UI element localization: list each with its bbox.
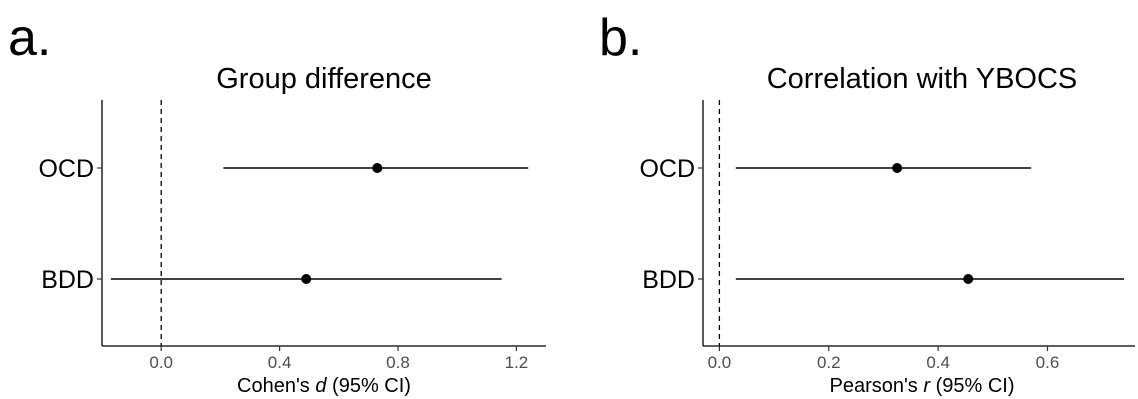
chart-title: Correlation with YBOCS: [767, 63, 1078, 95]
panel-a: a. Group difference 0.0 0.4 0.8 1.2 Cohen's d …: [8, 9, 546, 397]
x-tick-label: 0.4: [926, 353, 950, 372]
x-tick-label: 0.2: [817, 353, 841, 372]
x-tick-label: 1.2: [505, 353, 529, 372]
point-estimate-ocd: [372, 163, 383, 173]
y-tick-label-bdd: BDD: [41, 266, 94, 294]
point-estimate-ocd: [892, 163, 903, 173]
panel-label: a.: [8, 9, 51, 67]
chart-title: Group difference: [216, 63, 432, 95]
x-tick-label: 0.6: [1036, 353, 1060, 372]
point-estimate-bdd: [963, 274, 974, 284]
panel-b: b. Correlation with YBOCS 0.0 0.2 0.4 0.6 Pear…: [599, 9, 1135, 397]
x-axis-label: Cohen's d (95% CI): [237, 375, 411, 397]
y-tick-label-ocd: OCD: [38, 155, 94, 183]
y-tick-label-ocd: OCD: [639, 155, 695, 183]
y-tick-label-bdd: BDD: [642, 266, 695, 294]
x-axis-label: Pearson's r (95% CI): [829, 375, 1014, 397]
panel-label: b.: [599, 9, 642, 67]
point-estimate-bdd: [301, 274, 312, 284]
x-tick-label: 0.4: [268, 353, 292, 372]
x-tick-label: 0.8: [386, 353, 410, 372]
x-tick-label: 0.0: [149, 353, 173, 372]
x-tick-label: 0.0: [708, 353, 732, 372]
